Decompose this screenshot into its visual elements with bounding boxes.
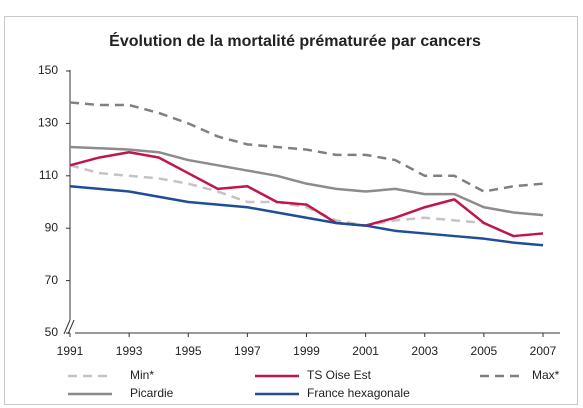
legend-label: Max* xyxy=(532,368,560,382)
axis-break xyxy=(63,319,75,335)
x-tick-label: 1999 xyxy=(293,344,320,358)
chart-title: Évolution de la mortalité prématurée par… xyxy=(109,31,481,50)
y-tick-label: 130 xyxy=(38,116,58,130)
break-line xyxy=(67,319,75,335)
legend-label: Min* xyxy=(130,368,154,382)
x-tick-label: 2003 xyxy=(411,344,438,358)
series-line xyxy=(69,164,544,238)
series-line xyxy=(69,101,544,193)
series-line xyxy=(69,185,544,247)
series-line xyxy=(69,145,544,217)
legend-label: France hexagonale xyxy=(307,386,410,400)
y-tick-label: 150 xyxy=(38,63,58,77)
x-tick-label: 1991 xyxy=(57,344,84,358)
y-tick-label: 50 xyxy=(45,325,59,339)
x-tick-label: 2007 xyxy=(530,344,557,358)
x-tick-label: 1997 xyxy=(234,344,261,358)
y-tick-label: 70 xyxy=(45,273,59,287)
x-tick-label: 2005 xyxy=(471,344,498,358)
x-tick-label: 1993 xyxy=(116,344,143,358)
series-line xyxy=(69,150,544,238)
legend-label: TS Oise Est xyxy=(307,368,372,382)
y-tick-label: 90 xyxy=(45,220,59,234)
y-tick-label: 110 xyxy=(39,168,58,182)
legend-label: Picardie xyxy=(130,386,174,400)
break-line xyxy=(63,319,71,335)
frame xyxy=(4,16,578,405)
x-tick-label: 1995 xyxy=(175,344,202,358)
x-tick-label: 2001 xyxy=(352,344,379,358)
